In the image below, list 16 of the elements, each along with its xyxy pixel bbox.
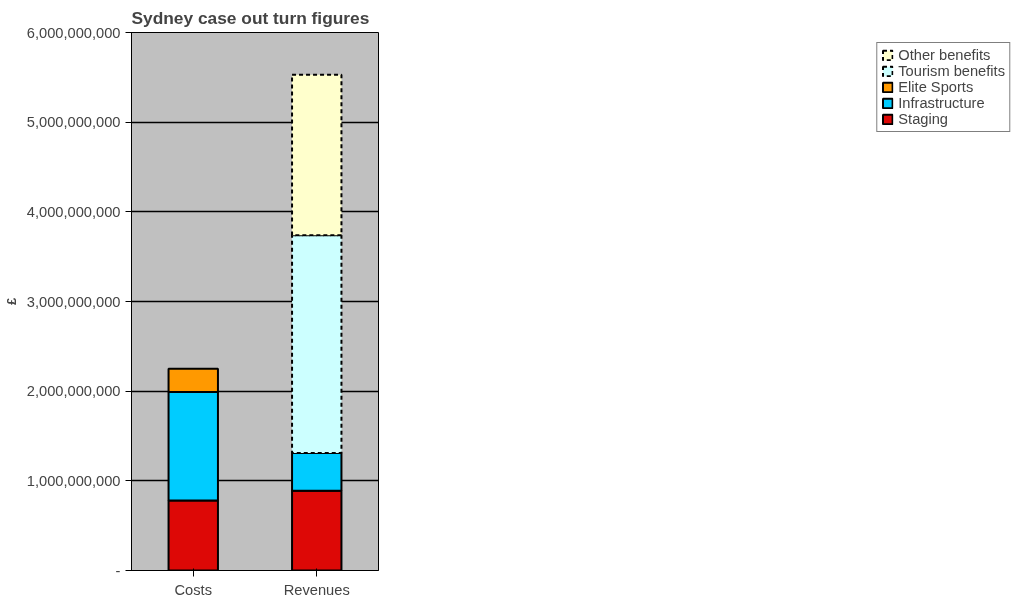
legend-label: Tourism benefits [898,63,1005,79]
y-tick-label: 1,000,000,000 [26,472,121,489]
legend-label: Staging [898,111,948,127]
y-tick-label: 2,000,000,000 [26,383,121,400]
x-tick-label: Costs [174,581,212,598]
x-tick-label: Revenues [283,581,350,598]
y-tick-label: 5,000,000,000 [26,114,121,131]
y-tick-label: 3,000,000,000 [26,293,121,310]
y-tick-label: 4,000,000,000 [26,203,121,220]
legend-label: Infrastructure [898,95,985,111]
legend-label: Elite Sports [898,79,974,95]
legend-label: Other benefits [898,47,991,63]
y-axis-title: £ [3,297,19,306]
chart-title: Sydney case out turn figures [131,7,370,28]
y-tick-label: 6,000,000,000 [26,24,121,41]
y-tick-label: - [115,562,121,579]
